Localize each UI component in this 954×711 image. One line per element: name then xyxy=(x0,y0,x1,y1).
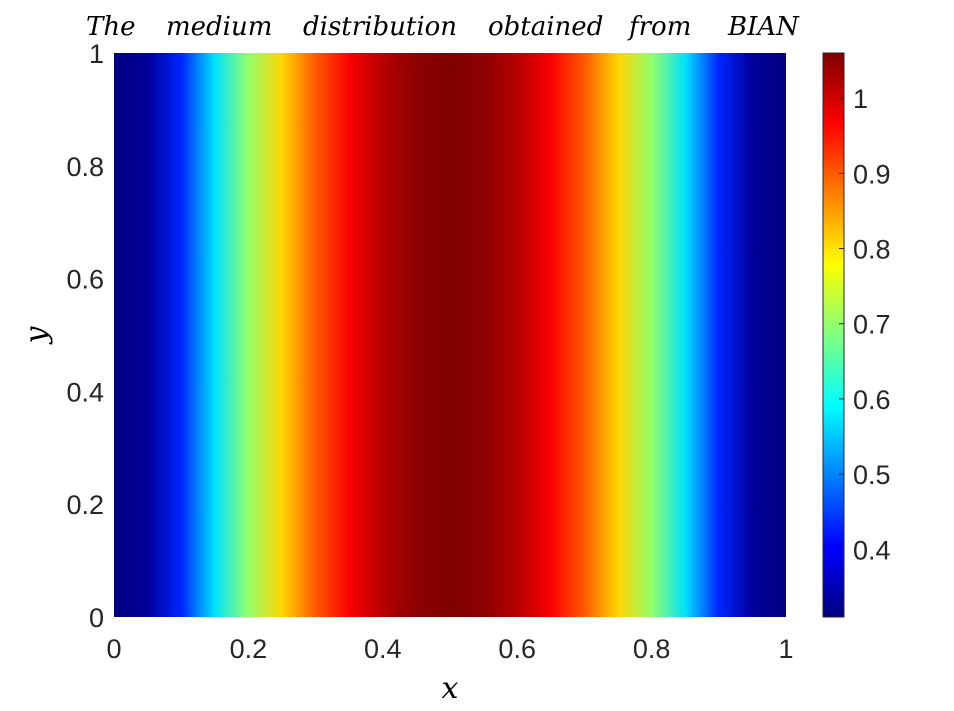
colorbar-tick-label: 0.5 xyxy=(853,460,891,490)
y-tick-label: 0 xyxy=(89,603,104,633)
y-tick-label: 1 xyxy=(89,39,104,69)
x-tick-label: 0.8 xyxy=(633,634,671,664)
title-word: The xyxy=(86,12,135,42)
x-axis-label: x xyxy=(442,671,459,706)
y-tick-label: 0.8 xyxy=(66,152,104,182)
heatmap-field xyxy=(114,53,786,617)
title-word: distribution xyxy=(303,12,457,42)
x-tick-label: 0 xyxy=(106,634,121,664)
y-tick-label: 0.4 xyxy=(66,377,104,407)
colorbar xyxy=(822,52,845,618)
y-tick-label: 0.6 xyxy=(66,265,104,295)
colorbar-tick-label: 1 xyxy=(853,84,868,114)
x-tick-label: 1 xyxy=(778,634,793,664)
title-word: from xyxy=(627,12,691,42)
x-tick-label: 0.4 xyxy=(364,634,402,664)
colorbar-ticks: 0.4 0.5 0.6 0.7 0.8 0.9 1 xyxy=(839,84,891,565)
colorbar-tick-label: 0.7 xyxy=(853,310,891,340)
colorbar-tick-label: 0.6 xyxy=(853,385,891,415)
x-axis-ticks: 0 0.2 0.4 0.6 0.8 1 xyxy=(106,634,793,664)
x-tick-label: 0.6 xyxy=(498,634,536,664)
colorbar-tick-label: 0.9 xyxy=(853,159,891,189)
colorbar-tick-label: 0.8 xyxy=(853,235,891,265)
title-word: medium xyxy=(166,12,272,42)
title-word: BIAN xyxy=(727,12,800,42)
colorbar-tick-label: 0.4 xyxy=(853,535,891,565)
y-axis-label: y xyxy=(19,325,54,345)
x-tick-label: 0.2 xyxy=(230,634,268,664)
title-word: obtained xyxy=(488,12,603,42)
y-tick-label: 0.2 xyxy=(66,490,104,520)
y-axis-ticks: 0 0.2 0.4 0.6 0.8 1 xyxy=(66,39,104,633)
chart-title: The medium distribution obtained from BI… xyxy=(86,12,800,42)
